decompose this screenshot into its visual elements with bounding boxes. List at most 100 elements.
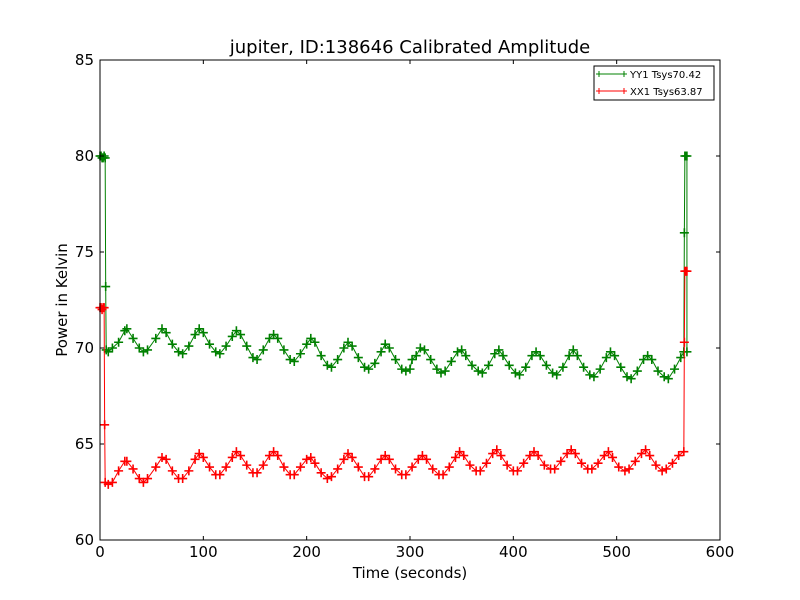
data-point-1-18 xyxy=(161,454,171,464)
data-point-1-108 xyxy=(641,445,651,455)
data-point-1-82 xyxy=(502,460,512,470)
data-point-1-17 xyxy=(157,452,167,462)
data-point-0-51 xyxy=(333,355,343,365)
data-point-0-27 xyxy=(205,339,215,349)
data-point-0-110 xyxy=(639,355,649,365)
data-point-0-84 xyxy=(498,351,508,361)
data-point-0-97 xyxy=(568,345,578,355)
data-point-0-33 xyxy=(236,330,246,340)
data-point-1-51 xyxy=(339,454,349,464)
data-point-0-114 xyxy=(659,372,669,382)
series-layer xyxy=(95,151,692,489)
data-point-0-20 xyxy=(167,339,177,349)
data-point-0-111 xyxy=(643,351,653,361)
data-point-0-50 xyxy=(326,362,336,372)
legend-marker-xx1 xyxy=(596,88,627,94)
chart-title: jupiter, ID:138646 Calibrated Amplitude xyxy=(229,37,590,58)
data-point-0-59 xyxy=(376,347,386,357)
data-point-1-84 xyxy=(512,466,522,476)
data-point-1-47 xyxy=(316,468,326,478)
data-point-1-95 xyxy=(570,449,580,459)
data-point-1-67 xyxy=(422,454,432,464)
data-point-1-112 xyxy=(661,464,671,474)
data-point-1-19 xyxy=(167,466,177,476)
data-point-0-69 xyxy=(419,345,429,355)
data-point-0-116 xyxy=(670,364,680,374)
data-point-0-7 xyxy=(101,345,111,355)
data-point-1-29 xyxy=(221,462,231,472)
data-point-0-81 xyxy=(484,360,494,370)
legend: YY1 Tsys70.42 XX1 Tsys63.87 xyxy=(593,65,715,101)
data-point-1-85 xyxy=(519,458,529,468)
data-point-1-91 xyxy=(550,464,560,474)
data-point-0-39 xyxy=(269,330,279,340)
data-point-1-32 xyxy=(236,451,246,461)
data-point-0-58 xyxy=(370,358,380,368)
data-point-1-11 xyxy=(122,456,132,466)
data-point-1-65 xyxy=(413,454,423,464)
data-point-0-104 xyxy=(605,347,615,357)
data-point-1-63 xyxy=(401,470,411,480)
data-point-1-61 xyxy=(391,464,401,474)
data-point-1-93 xyxy=(562,449,572,459)
data-point-0-56 xyxy=(360,362,370,372)
data-point-0-83 xyxy=(494,345,504,355)
data-point-0-112 xyxy=(647,355,657,365)
data-point-1-59 xyxy=(380,451,390,461)
data-point-0-119 xyxy=(679,228,689,238)
data-point-0-10 xyxy=(114,337,124,347)
x-tick-label: 400 xyxy=(499,543,528,561)
series-line-0 xyxy=(100,154,688,380)
data-point-0-65 xyxy=(405,364,415,374)
data-point-1-48 xyxy=(322,474,332,484)
data-point-0-92 xyxy=(541,360,551,370)
data-point-1-42 xyxy=(289,470,299,480)
data-point-0-22 xyxy=(178,349,188,359)
data-point-0-82 xyxy=(490,349,500,359)
data-point-0-113 xyxy=(653,366,663,376)
data-point-0-45 xyxy=(302,339,312,349)
data-point-1-49 xyxy=(326,472,336,482)
data-point-0-88 xyxy=(521,362,531,372)
data-point-0-67 xyxy=(411,351,421,361)
data-point-0-43 xyxy=(289,356,299,366)
data-point-0-40 xyxy=(273,333,283,343)
data-point-0-80 xyxy=(477,368,487,378)
data-point-0-62 xyxy=(391,355,401,365)
data-point-1-5 xyxy=(100,420,110,430)
data-point-1-26 xyxy=(205,462,215,472)
data-point-1-53 xyxy=(347,452,357,462)
data-point-1-35 xyxy=(252,468,262,478)
data-point-1-114 xyxy=(674,451,684,461)
data-point-0-87 xyxy=(515,370,525,380)
data-point-1-4 xyxy=(99,303,109,313)
legend-label-yy1: YY1 Tsys70.42 xyxy=(629,70,701,81)
data-point-1-71 xyxy=(444,462,454,472)
data-point-1-111 xyxy=(657,466,667,476)
data-point-1-116 xyxy=(679,337,689,347)
data-point-1-94 xyxy=(566,445,576,455)
data-point-1-86 xyxy=(525,451,535,461)
data-point-1-39 xyxy=(273,451,283,461)
data-point-1-24 xyxy=(194,449,204,459)
data-point-0-42 xyxy=(285,355,295,365)
y-axis-label: Power in Kelvin xyxy=(53,243,71,357)
x-tick-label: 100 xyxy=(189,543,218,561)
data-point-1-54 xyxy=(353,462,363,472)
data-point-1-96 xyxy=(577,458,587,468)
data-point-0-19 xyxy=(161,328,171,338)
data-point-1-100 xyxy=(599,451,609,461)
y-tick-label: 70 xyxy=(75,339,94,357)
data-point-0-100 xyxy=(585,370,595,380)
data-point-0-64 xyxy=(401,366,411,376)
data-point-0-18 xyxy=(157,324,167,334)
data-point-0-60 xyxy=(380,339,390,349)
series-line-1 xyxy=(100,270,687,485)
data-point-0-47 xyxy=(310,337,320,347)
data-point-0-71 xyxy=(432,364,442,374)
data-point-0-73 xyxy=(440,366,450,376)
data-point-0-70 xyxy=(426,355,436,365)
ticks-layer: 0 100 200 300 400 500 600 60 65 70 75 80 85 xyxy=(75,51,734,561)
data-point-1-22 xyxy=(184,466,194,476)
data-point-1-40 xyxy=(279,462,289,472)
